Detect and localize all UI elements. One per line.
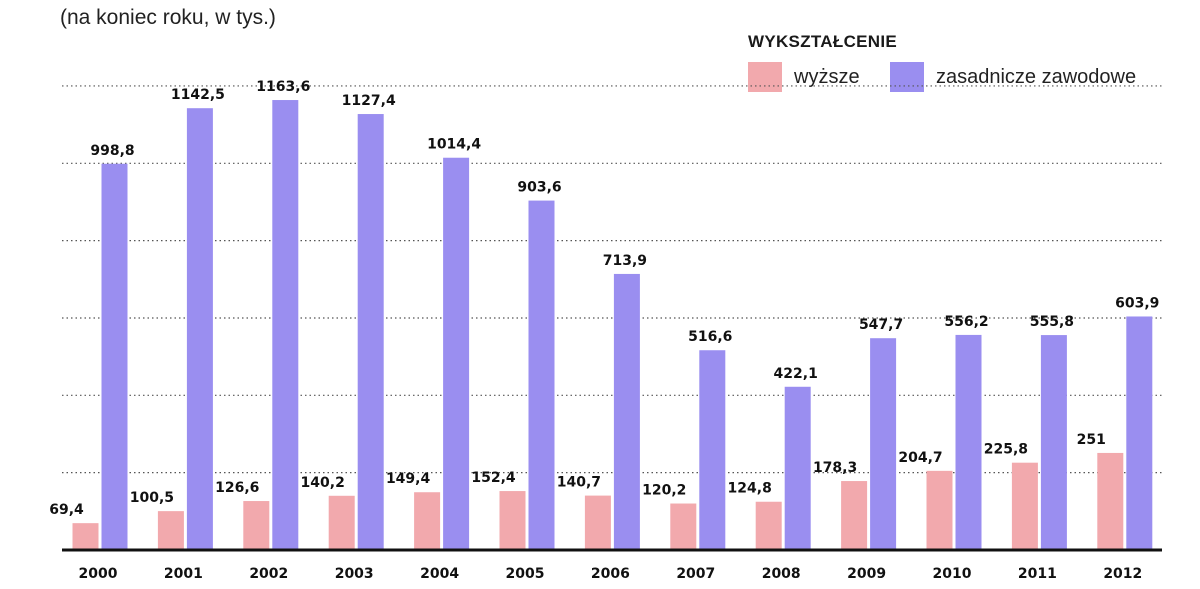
data-label-zasadnicze: 998,8	[90, 143, 134, 159]
legend-title: WYKSZTAŁCENIE	[748, 32, 898, 51]
data-label-wyzsze: 140,7	[557, 475, 601, 491]
bar-wyzsze	[1011, 462, 1038, 550]
data-label-zasadnicze: 903,6	[517, 180, 561, 196]
data-label-zasadnicze: 556,2	[944, 314, 988, 330]
bar-wyzsze	[1097, 452, 1124, 550]
bar-wyzsze	[243, 501, 270, 550]
bar-zasadnicze	[784, 386, 811, 550]
legend-swatch-zasadnicze	[890, 62, 924, 92]
data-label-zasadnicze: 713,9	[603, 253, 647, 269]
bar-zasadnicze	[955, 334, 982, 550]
chart-subtitle: (na koniec roku, w tys.)	[60, 6, 276, 29]
bar-zasadnicze	[613, 273, 640, 550]
bar-wyzsze	[328, 495, 355, 550]
data-label-zasadnicze: 1142,5	[171, 87, 225, 103]
data-label-wyzsze: 225,8	[984, 442, 1028, 458]
x-tick-label: 2003	[335, 566, 374, 582]
data-label-wyzsze: 69,4	[49, 502, 84, 518]
bar-zasadnicze	[186, 108, 213, 550]
x-tick-label: 2006	[591, 566, 630, 582]
data-label-wyzsze: 140,2	[301, 475, 345, 491]
bar-wyzsze	[926, 470, 953, 550]
bar-zasadnicze	[357, 114, 384, 550]
data-label-wyzsze: 124,8	[728, 481, 772, 497]
data-label-zasadnicze: 1127,4	[342, 93, 396, 109]
legend-item-wyzsze: wyższe	[748, 60, 860, 94]
data-label-zasadnicze: 1163,6	[256, 79, 310, 95]
x-tick-label: 2008	[762, 566, 801, 582]
bar-wyzsze	[584, 495, 611, 550]
bar-zasadnicze	[101, 163, 128, 550]
legend-label-wyzsze: wyższe	[794, 65, 860, 88]
data-label-wyzsze: 126,6	[215, 480, 259, 496]
data-label-zasadnicze: 1014,4	[427, 137, 481, 153]
x-tick-label: 2004	[420, 566, 459, 582]
x-tick-label: 2011	[1018, 566, 1057, 582]
x-tick-label: 2009	[847, 566, 886, 582]
legend-label-zasadnicze: zasadnicze zawodowe	[936, 65, 1137, 88]
chart-legend: WYKSZTAŁCENIE wyższe zasadnicze zawodowe	[742, 30, 1182, 100]
legend-item-zasadnicze: zasadnicze zawodowe	[890, 60, 1136, 94]
bar-wyzsze	[157, 511, 184, 550]
x-tick-label: 2000	[79, 566, 118, 582]
x-tick-label: 2002	[249, 566, 288, 582]
data-label-zasadnicze: 547,7	[859, 317, 903, 333]
data-label-wyzsze: 152,4	[471, 470, 516, 486]
bar-zasadnicze	[1040, 335, 1067, 550]
bar-wyzsze	[841, 481, 868, 550]
bar-zasadnicze	[272, 100, 299, 550]
x-tick-label: 2012	[1103, 566, 1142, 582]
x-tick-label: 2005	[506, 566, 545, 582]
bar-zasadnicze	[870, 338, 897, 550]
data-label-zasadnicze: 422,1	[774, 366, 818, 382]
data-label-wyzsze: 178,3	[813, 460, 857, 476]
data-label-wyzsze: 251	[1077, 432, 1106, 448]
data-label-wyzsze: 120,2	[642, 483, 686, 499]
bar-wyzsze	[670, 503, 697, 550]
x-tick-label: 2007	[676, 566, 715, 582]
data-label-wyzsze: 149,4	[386, 471, 431, 487]
bar-wyzsze	[414, 492, 441, 550]
bar-wyzsze	[499, 491, 526, 550]
bar-wyzsze	[72, 523, 99, 550]
data-label-wyzsze: 204,7	[898, 450, 942, 466]
data-label-zasadnicze: 603,9	[1115, 295, 1159, 311]
data-label-zasadnicze: 516,6	[688, 329, 732, 345]
x-tick-label: 2010	[933, 566, 972, 582]
bar-zasadnicze	[699, 350, 726, 550]
legend-swatch-wyzsze	[748, 62, 782, 92]
bar-zasadnicze	[443, 157, 470, 551]
bar-wyzsze	[755, 501, 782, 550]
data-label-wyzsze: 100,5	[130, 490, 174, 506]
bar-zasadnicze	[528, 200, 555, 550]
x-tick-label: 2001	[164, 566, 203, 582]
data-label-zasadnicze: 555,8	[1030, 314, 1074, 330]
bar-zasadnicze	[1126, 316, 1153, 550]
